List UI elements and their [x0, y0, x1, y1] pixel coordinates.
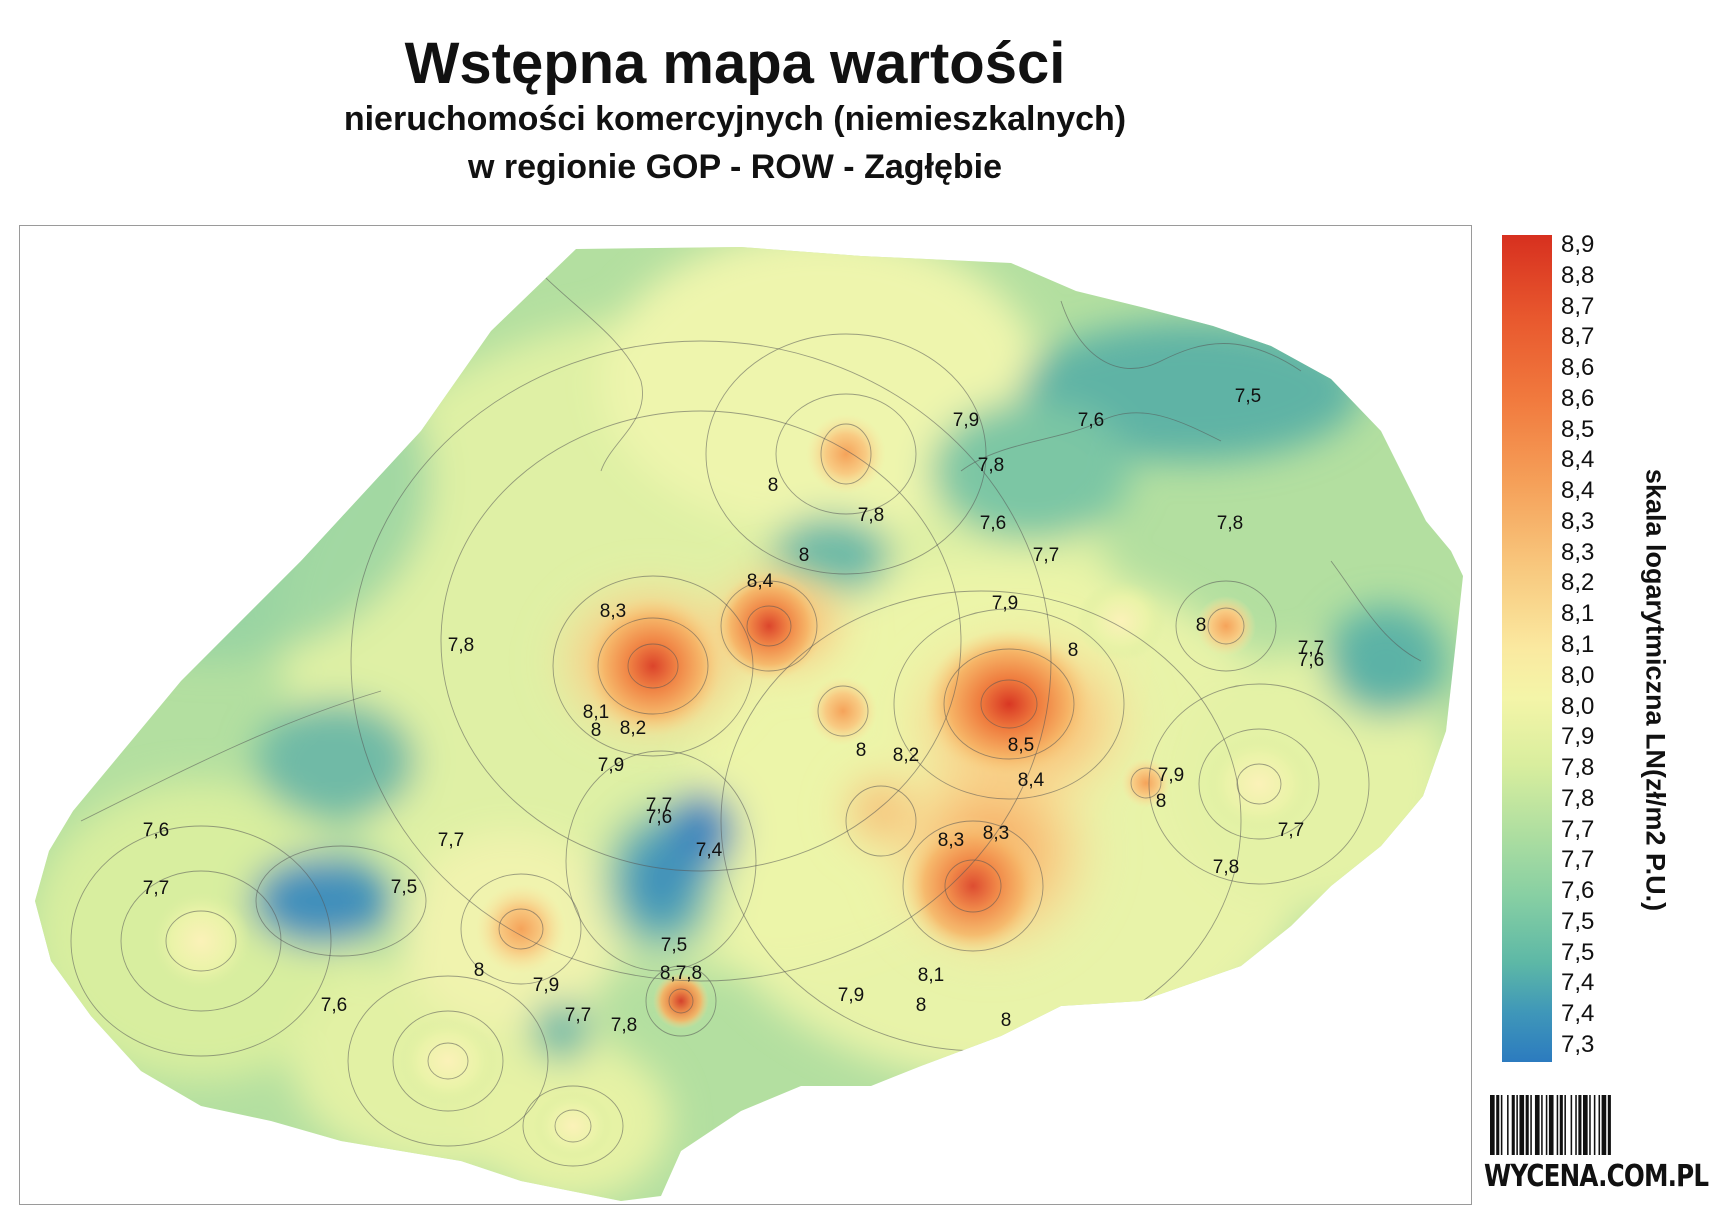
contour-label: 8 — [474, 960, 485, 981]
map-subtitle-line1: nieruchomości komercyjnych (niemieszkaln… — [343, 100, 1127, 138]
heatmap-surface: 7,5 7,6 7,9 7,8 8 7,8 7,6 7,8 7,7 8 8,4 8,3 7,9 8 8 7,7… — [35, 247, 1463, 1201]
contour-label: 7,7 — [438, 830, 464, 851]
contour-label: 8 — [591, 720, 602, 741]
color-scale-bar — [1502, 235, 1552, 1062]
scale-tick-label: 8,7 — [1561, 292, 1595, 320]
contour-label: 7,9 — [1158, 765, 1184, 786]
scale-tick-label: 8,4 — [1561, 477, 1595, 505]
contour-label: 7,7 — [565, 1005, 591, 1026]
scale-tick-label: 8,1 — [1561, 631, 1595, 658]
scale-tick-label: 7,9 — [1561, 723, 1595, 751]
scale-tick-label: 8,4 — [1561, 446, 1595, 474]
map-frame: 7,5 7,6 7,9 7,8 8 7,8 7,6 7,8 7,7 8 8,4 8,3 7,9 8 8 7,7… — [19, 225, 1472, 1205]
contour-label: 7,9 — [838, 985, 864, 1006]
map-title: Wstępna mapa wartości — [404, 31, 1066, 96]
contour-label: 8,2 — [620, 718, 646, 739]
scale-tick-label: 7,7 — [1561, 815, 1595, 843]
brand-logo: WYCENA.COM.PL — [1484, 1095, 1709, 1205]
scale-tick-label: 8,6 — [1561, 354, 1595, 382]
contour-label: 7,8 — [1213, 857, 1239, 878]
scale-tick-label: 8,1 — [1561, 600, 1595, 628]
contour-label: 8 — [916, 995, 927, 1016]
scale-tick-label: 8,2 — [1561, 569, 1595, 597]
scale-tick-label: 7,5 — [1561, 907, 1595, 935]
contour-label: 8,4 — [747, 571, 774, 592]
contour-label: 7,6 — [321, 995, 347, 1016]
contour-label: 7,6 — [980, 513, 1006, 534]
contour-label: 7,7 — [1298, 638, 1324, 659]
scale-tick-label: 7,7 — [1561, 846, 1595, 874]
contour-label: 8 — [1156, 791, 1167, 812]
contour-label: 7,8 — [978, 455, 1004, 476]
contour-label: 8 — [1068, 640, 1079, 661]
contour-label: 7,5 — [391, 877, 417, 898]
scale-tick-label: 8,5 — [1561, 415, 1595, 443]
scale-tick-label: 8,8 — [1561, 261, 1595, 289]
contour-label: 8 — [856, 740, 867, 761]
scale-tick-label: 7,6 — [1561, 877, 1595, 905]
contour-label: 7,7 — [1033, 545, 1059, 566]
map-subtitle-line2: w regionie GOP - ROW - Zagłębie — [468, 148, 1002, 186]
contour-label: 7,9 — [533, 975, 559, 996]
contour-label: 7,7 — [143, 878, 169, 899]
color-scale-title-text: skala logarytmiczna LN(zł/m2 P.U.) — [1640, 468, 1671, 912]
value-heatmap: 7,5 7,6 7,9 7,8 8 7,8 7,6 7,8 7,7 8 8,4 8,3 7,9 8 8 7,7… — [35, 247, 1463, 1201]
contour-label: 7,6 — [1298, 650, 1324, 671]
contour-label: 7,9 — [953, 410, 979, 431]
contour-label: 8,2 — [893, 745, 919, 766]
contour-label: 7,7 — [1278, 820, 1304, 841]
contour-label: 8 — [1196, 615, 1207, 636]
scale-tick-label: 7,8 — [1561, 784, 1595, 812]
color-scale-title: skala logarytmiczna LN(zł/m2 P.U.) — [1625, 390, 1685, 990]
contour-label: 7,6 — [1078, 410, 1104, 431]
contour-label-layer: 7,5 7,6 7,9 7,8 8 7,8 7,6 7,8 7,7 8 8,4 8,3 7,9 8 8 7,7… — [143, 386, 1324, 1036]
contour-label: 7,6 — [646, 807, 672, 828]
contour-label: 7,8 — [858, 505, 884, 526]
contour-label: 7,8 — [448, 635, 474, 656]
barcode-icon — [1490, 1095, 1611, 1155]
contour-label: 8,3 — [938, 830, 964, 851]
contour-label: 7,5 — [1235, 386, 1261, 407]
brand-text: WYCENA.COM.PL — [1484, 1159, 1709, 1194]
contour-label: 7,9 — [992, 593, 1018, 614]
scale-tick-label: 8,3 — [1561, 538, 1595, 566]
contour-label: 7,5 — [661, 935, 687, 956]
contour-label: 8 — [1001, 1010, 1012, 1031]
scale-tick-label: 7,8 — [1561, 754, 1595, 782]
contour-lines — [70, 250, 1422, 1167]
contour-label: 8,3 — [983, 823, 1009, 844]
contour-label: 8,7,8 — [660, 963, 702, 984]
scale-tick-label: 8,0 — [1561, 661, 1595, 689]
contour-label: 8,5 — [1008, 735, 1034, 756]
contour-label: 8,3 — [600, 601, 626, 622]
scale-tick-label: 7,5 — [1561, 938, 1595, 966]
contour-label: 8 — [768, 475, 779, 496]
scale-tick-label: 8,3 — [1561, 507, 1595, 535]
scale-tick-label: 7,4 — [1561, 1000, 1595, 1028]
contour-label: 8,1 — [583, 702, 609, 723]
contour-label: 8,4 — [1018, 770, 1045, 791]
contour-label: 7,8 — [1217, 513, 1243, 534]
contour-label: 7,4 — [696, 840, 723, 861]
color-scale-ticks: 8,9 8,8 8,7 8,7 8,6 8,6 8,5 8,4 8,4 8,3 8,3 8,2 8,1 8… — [1561, 233, 1621, 1075]
contour-label: 7,7 — [646, 795, 672, 816]
contour-label: 8,1 — [918, 965, 944, 986]
contour-label: 7,8 — [611, 1015, 637, 1036]
contour-label: 7,6 — [143, 820, 169, 841]
scale-tick-label: 7,3 — [1561, 1031, 1595, 1058]
scale-tick-label: 8,7 — [1561, 323, 1595, 351]
contour-label: 8 — [799, 545, 810, 566]
scale-tick-label: 8,0 — [1561, 692, 1595, 720]
scale-tick-label: 8,9 — [1561, 231, 1595, 258]
scale-tick-label: 8,6 — [1561, 384, 1595, 412]
contour-label: 7,9 — [598, 755, 624, 776]
scale-tick-label: 7,4 — [1561, 969, 1595, 997]
